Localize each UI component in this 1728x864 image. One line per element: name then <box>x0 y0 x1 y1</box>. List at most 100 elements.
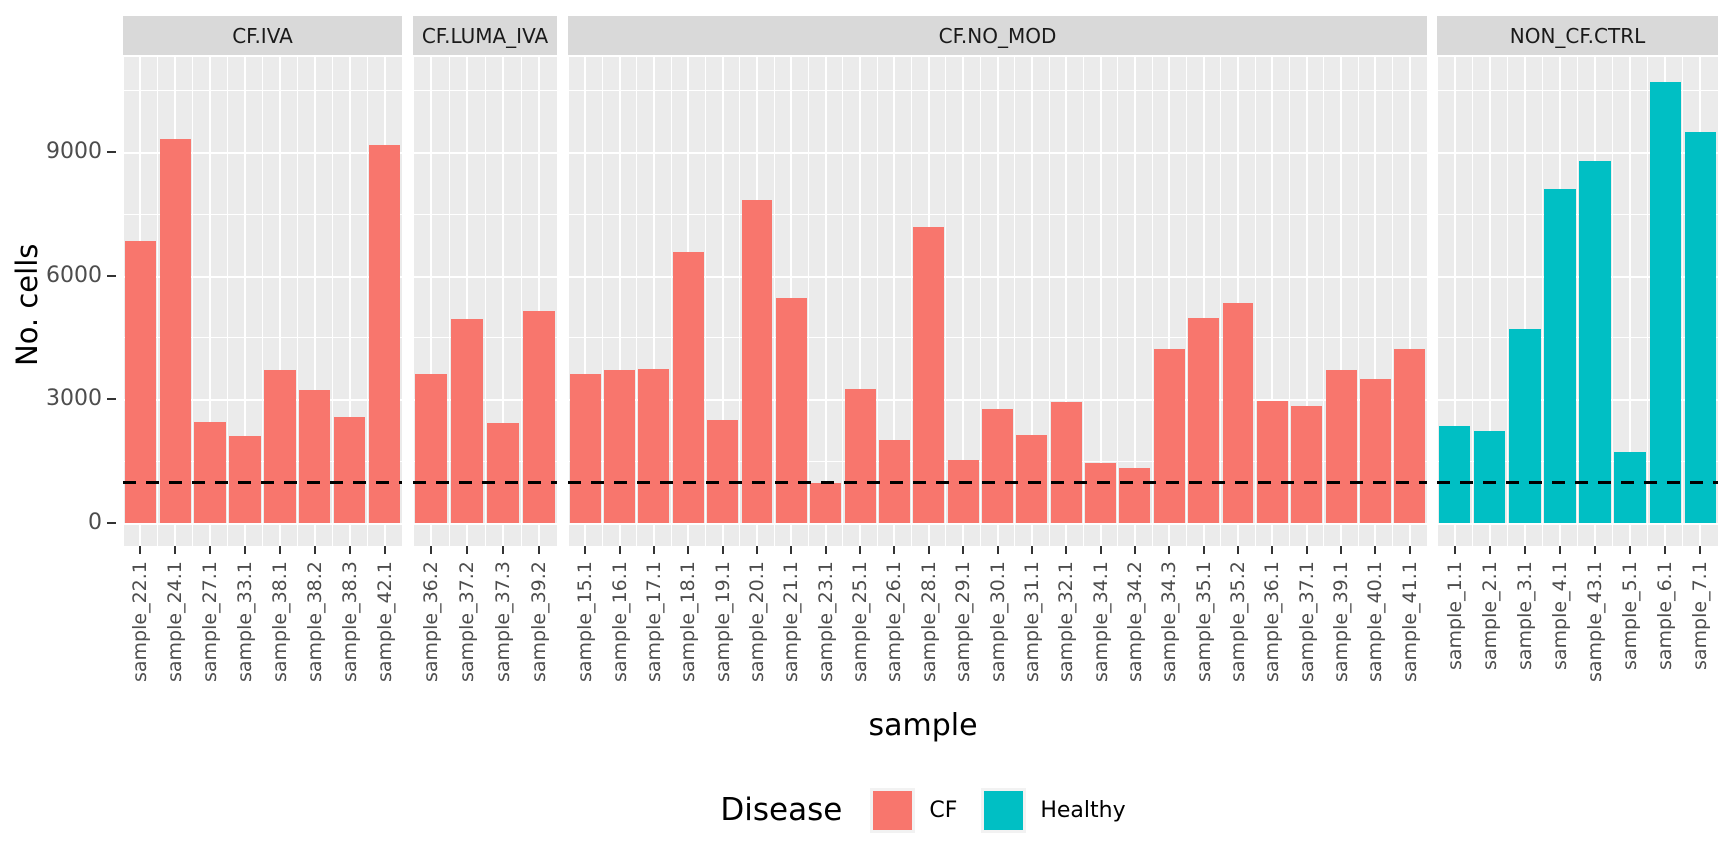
bar <box>159 139 191 523</box>
x-tick-label: sample_33.1 <box>234 561 257 682</box>
minor-gridline-vertical <box>1437 57 1438 546</box>
minor-gridline-vertical <box>296 57 298 546</box>
legend-item-cf: CF <box>870 787 957 833</box>
bar <box>1256 401 1288 523</box>
x-tick-label: sample_15.1 <box>574 561 597 682</box>
minor-gridline-vertical <box>704 57 706 546</box>
minor-gridline-vertical <box>1117 57 1119 546</box>
bar <box>638 368 670 523</box>
x-tick-label: sample_22.1 <box>129 561 152 682</box>
x-tick-label: sample_16.1 <box>608 561 631 682</box>
minor-gridline-vertical <box>1541 57 1543 546</box>
x-tick-label: sample_21.1 <box>780 561 803 682</box>
major-gridline-vertical <box>313 57 316 546</box>
legend-swatch-cf <box>870 787 916 833</box>
major-gridline-vertical <box>584 57 587 546</box>
major-gridline-vertical <box>1133 57 1136 546</box>
bar <box>1050 401 1082 523</box>
x-axis-tick <box>755 546 758 554</box>
bar <box>913 226 945 523</box>
x-axis-tick <box>1558 546 1561 554</box>
x-axis-tick <box>927 546 930 554</box>
x-tick-label: sample_38.3 <box>338 561 361 682</box>
minor-gridline-vertical <box>1577 57 1578 546</box>
minor-gridline-vertical <box>366 57 368 546</box>
x-tick-label: sample_28.1 <box>917 561 940 682</box>
x-tick-label: sample_41.1 <box>1398 561 1421 682</box>
x-axis-tick <box>278 546 281 554</box>
minor-gridline-vertical <box>773 57 775 546</box>
x-tick-label: sample_3.1 <box>1513 561 1536 670</box>
reference-line <box>1437 481 1718 485</box>
x-tick-label: sample_18.1 <box>677 561 700 682</box>
x-axis-tick <box>1202 546 1205 554</box>
minor-gridline-vertical <box>1048 57 1050 546</box>
minor-gridline-vertical <box>1426 57 1427 546</box>
x-axis-tick <box>1340 546 1343 554</box>
major-gridline-vertical <box>1065 57 1068 546</box>
legend-label-healthy: Healthy <box>1040 797 1126 823</box>
bar <box>194 421 226 523</box>
legend-swatch-healthy <box>981 787 1027 833</box>
minor-gridline-vertical <box>413 57 414 546</box>
major-gridline-vertical <box>1202 57 1205 546</box>
x-tick-label: sample_23.1 <box>814 561 837 682</box>
x-axis-tick <box>1030 546 1033 554</box>
x-tick-label: sample_26.1 <box>883 561 906 682</box>
x-axis-tick <box>348 546 351 554</box>
minor-gridline-vertical <box>670 57 672 546</box>
minor-gridline-vertical <box>1682 57 1684 546</box>
minor-gridline-vertical <box>636 57 638 546</box>
x-axis-tick <box>790 546 793 554</box>
x-tick-label: sample_1.1 <box>1443 561 1466 670</box>
minor-gridline-vertical <box>911 57 913 546</box>
minor-gridline-vertical <box>1612 57 1614 546</box>
major-gridline-vertical <box>430 57 432 546</box>
x-axis-tick <box>383 546 386 554</box>
x-tick-label: sample_37.1 <box>1295 561 1318 682</box>
minor-gridline-vertical <box>123 57 124 546</box>
x-axis-tick <box>893 546 896 554</box>
facet-strip-label: CF.NO_MOD <box>938 23 1057 48</box>
x-tick-label: sample_38.1 <box>268 561 291 682</box>
bar <box>450 318 484 523</box>
x-tick-label: sample_34.3 <box>1158 561 1181 682</box>
minor-gridline-vertical <box>1392 57 1394 546</box>
minor-gridline-vertical <box>401 57 402 546</box>
x-axis-tick <box>1629 546 1632 554</box>
major-gridline-vertical <box>893 57 896 546</box>
bar <box>1509 329 1541 523</box>
major-gridline-vertical <box>1099 57 1102 546</box>
x-tick-label: sample_37.3 <box>492 561 514 682</box>
major-gridline-vertical <box>1340 57 1343 546</box>
minor-gridline-vertical <box>331 57 333 546</box>
x-axis-tick <box>313 546 316 554</box>
x-tick-label: sample_24.1 <box>164 561 187 682</box>
major-gridline-vertical <box>962 57 965 546</box>
facet-panel <box>413 57 557 546</box>
major-gridline-vertical <box>1453 57 1456 546</box>
bar <box>229 436 261 523</box>
y-tick-label: 9000 <box>46 139 102 164</box>
x-tick-label: sample_2.1 <box>1478 561 1501 670</box>
bar <box>522 310 556 523</box>
minor-gridline-vertical <box>556 57 557 546</box>
x-axis-tick <box>244 546 247 554</box>
minor-gridline-vertical <box>157 57 159 546</box>
major-gridline-vertical <box>538 57 540 546</box>
x-axis-tick <box>652 546 655 554</box>
facet-strip: CF.IVA <box>123 16 402 55</box>
x-tick-label: sample_37.2 <box>456 561 478 682</box>
major-gridline-vertical <box>1488 57 1491 546</box>
x-tick-label: sample_29.1 <box>952 561 975 682</box>
x-tick-label: sample_32.1 <box>1055 561 1078 682</box>
minor-gridline-vertical <box>484 57 486 546</box>
bar <box>569 374 601 523</box>
bar <box>1016 435 1048 523</box>
y-axis-tick <box>107 151 116 153</box>
major-gridline-vertical <box>278 57 281 546</box>
bar <box>1438 425 1471 523</box>
bar <box>1473 431 1506 523</box>
major-gridline-vertical <box>502 57 504 546</box>
x-axis-tick <box>1594 546 1597 554</box>
